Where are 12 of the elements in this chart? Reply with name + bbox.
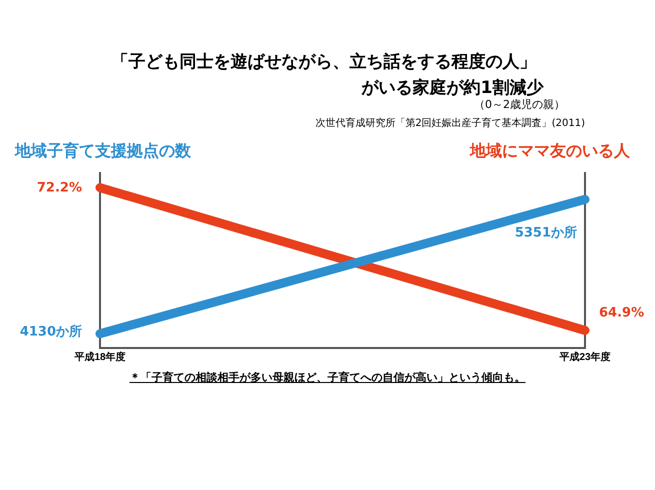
text: ＊「子育ての相談相手が多い母親ほど、子育てへの自信が高い」という傾向も。	[128, 370, 526, 385]
data-label: 4130か所	[20, 324, 82, 340]
chart-subtitle: （0～2歳児の親）	[473, 97, 565, 112]
x-tick-label: 平成23年度	[558, 350, 611, 363]
data-label: 72.2%	[36, 180, 82, 196]
data-label: 64.9%	[599, 305, 644, 320]
x-tick-label: 平成18年度	[73, 350, 126, 363]
text: 地域にママ友のいる人	[469, 141, 631, 160]
chart-title: 「子ども同士を遊ばせながら、立ち話をする程度の人」がいる家庭が約1割減少	[112, 52, 544, 98]
text: 次世代育成研究所「第2回妊娠出産子育て基本調査」(2011)	[314, 116, 585, 130]
data-label: 5351か所	[514, 224, 577, 241]
text: 地域子育て支援拠点の数	[14, 141, 192, 160]
